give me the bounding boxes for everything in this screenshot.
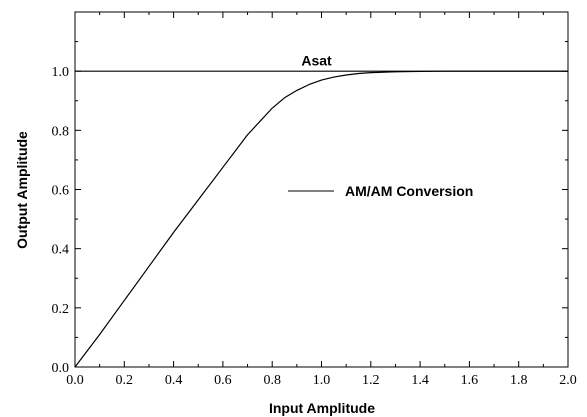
x-tick-label: 0.4 bbox=[165, 373, 183, 388]
y-tick-label: 0.6 bbox=[52, 184, 70, 199]
x-tick-label: 1.4 bbox=[411, 373, 429, 388]
x-tick-label: 1.0 bbox=[313, 373, 331, 388]
legend-label: AM/AM Conversion bbox=[345, 183, 473, 199]
x-tick-label: 2.0 bbox=[559, 373, 577, 388]
x-tick-label: 1.2 bbox=[362, 373, 380, 388]
series-line-am-am-conversion bbox=[74, 70, 568, 368]
y-tick-label: 0.8 bbox=[52, 124, 70, 139]
x-tick-label: 1.6 bbox=[461, 373, 479, 388]
y-tick-label: 0.4 bbox=[52, 243, 70, 258]
x-tick-label: 0.6 bbox=[214, 373, 232, 388]
x-tick-label: 0.8 bbox=[263, 373, 281, 388]
y-axis-title: Output Amplitude bbox=[14, 131, 30, 249]
axis-ticks bbox=[74, 12, 569, 368]
x-tick-label: 0.0 bbox=[66, 373, 84, 388]
x-tick-label: 0.2 bbox=[116, 373, 134, 388]
y-tick-label: 1.0 bbox=[52, 65, 70, 80]
x-tick-labels: 0.0 0.2 0.4 0.6 0.8 1.0 1.2 1.4 1.6 1.8 2.0 bbox=[66, 373, 577, 388]
series-lines bbox=[74, 70, 568, 368]
y-tick-label: 0.0 bbox=[52, 361, 70, 376]
legend: AM/AM Conversion bbox=[288, 183, 473, 199]
y-tick-label: 0.2 bbox=[52, 302, 70, 317]
x-tick-label: 1.8 bbox=[510, 373, 528, 388]
y-tick-labels: 0.0 0.2 0.4 0.6 0.8 1.0 bbox=[52, 65, 70, 376]
annotation-asat: Asat bbox=[301, 52, 332, 68]
x-axis-title: Input Amplitude bbox=[269, 400, 375, 416]
